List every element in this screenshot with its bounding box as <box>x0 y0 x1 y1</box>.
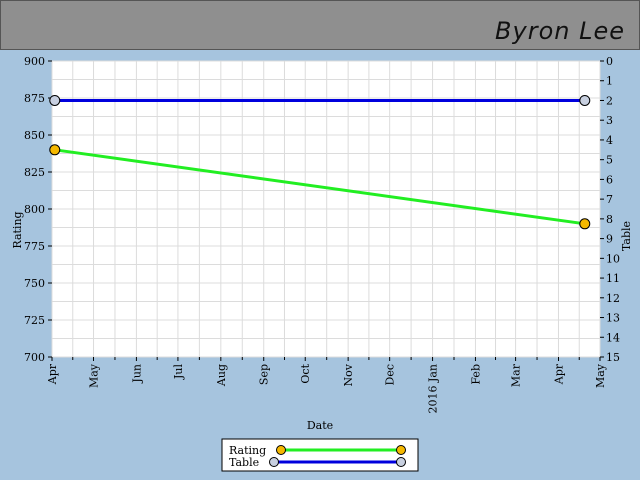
y-tick-label-left: 850 <box>24 129 45 142</box>
legend-marker-rating-end <box>396 445 406 455</box>
data-point-rating <box>49 144 61 156</box>
legend-marker-rating-start <box>276 445 286 455</box>
x-tick-label: Sep <box>258 364 271 385</box>
y-axis-label-right: Table <box>620 221 633 251</box>
y-tick-label-right: 5 <box>606 154 613 167</box>
x-tick-label: Feb <box>469 364 482 385</box>
x-tick-label: May <box>594 363 607 388</box>
player-name: Byron Lee <box>495 17 625 45</box>
legend-item-table: Table <box>229 456 406 469</box>
data-point-table <box>49 94 61 106</box>
y-tick-label-left: 750 <box>24 277 45 290</box>
x-tick-label: Apr <box>552 363 565 385</box>
x-tick-label: Oct <box>299 363 312 383</box>
y-tick-label-right: 15 <box>606 351 620 364</box>
data-point-rating <box>579 218 591 230</box>
y-tick-label-right: 6 <box>606 173 613 186</box>
x-tick-label: May <box>88 363 101 388</box>
y-tick-label-right: 13 <box>606 312 620 325</box>
y-tick-label-right: 10 <box>606 252 620 265</box>
x-tick-label: Apr <box>46 363 59 385</box>
y-tick-label-right: 2 <box>606 94 613 107</box>
legend-marker-table-start <box>269 457 279 467</box>
legend-marker-table-end <box>396 457 406 467</box>
series-line-rating <box>54 148 585 226</box>
y-tick-label-right: 11 <box>606 272 620 285</box>
x-tick-label: Mar <box>510 363 523 387</box>
grid-lines <box>51 60 601 358</box>
header-bar: Byron Lee <box>0 0 640 50</box>
series-layer <box>49 94 591 230</box>
y-tick-label-right: 3 <box>606 114 613 127</box>
x-axis-label: Date <box>307 419 333 432</box>
legend-label-rating: Rating <box>229 444 266 457</box>
y-tick-label-left: 725 <box>24 314 45 327</box>
y-tick-label-left: 800 <box>24 203 45 216</box>
y-tick-label-right: 12 <box>606 292 620 305</box>
legend-item-rating: Rating <box>229 444 406 457</box>
legend-label-table: Table <box>229 456 259 469</box>
y-tick-label-right: 14 <box>606 331 620 344</box>
legend-box <box>221 438 419 472</box>
data-point-table <box>579 94 591 106</box>
y-tick-label-right: 9 <box>606 233 613 246</box>
y-tick-label-left: 700 <box>24 351 45 364</box>
x-tick-label: Dec <box>384 364 397 386</box>
y-axis-label-left: Rating <box>11 211 24 248</box>
x-tick-label: Jul <box>172 364 185 380</box>
y-tick-label-right: 0 <box>606 55 613 68</box>
x-tick-label: Aug <box>215 364 228 387</box>
y-tick-label-left: 775 <box>24 240 45 253</box>
y-tick-label-left: 825 <box>24 166 45 179</box>
y-tick-label-left: 900 <box>24 55 45 68</box>
x-tick-label: 2016 Jan <box>427 364 440 414</box>
x-tick-label: Jun <box>130 364 143 384</box>
y-tick-label-right: 4 <box>606 134 613 147</box>
y-tick-label-right: 7 <box>606 193 613 206</box>
y-tick-label-left: 875 <box>24 92 45 105</box>
legend: Rating Table <box>221 438 419 472</box>
y-tick-label-right: 1 <box>606 75 613 88</box>
x-tick-label: Nov <box>342 363 355 386</box>
y-tick-label-right: 8 <box>606 213 613 226</box>
